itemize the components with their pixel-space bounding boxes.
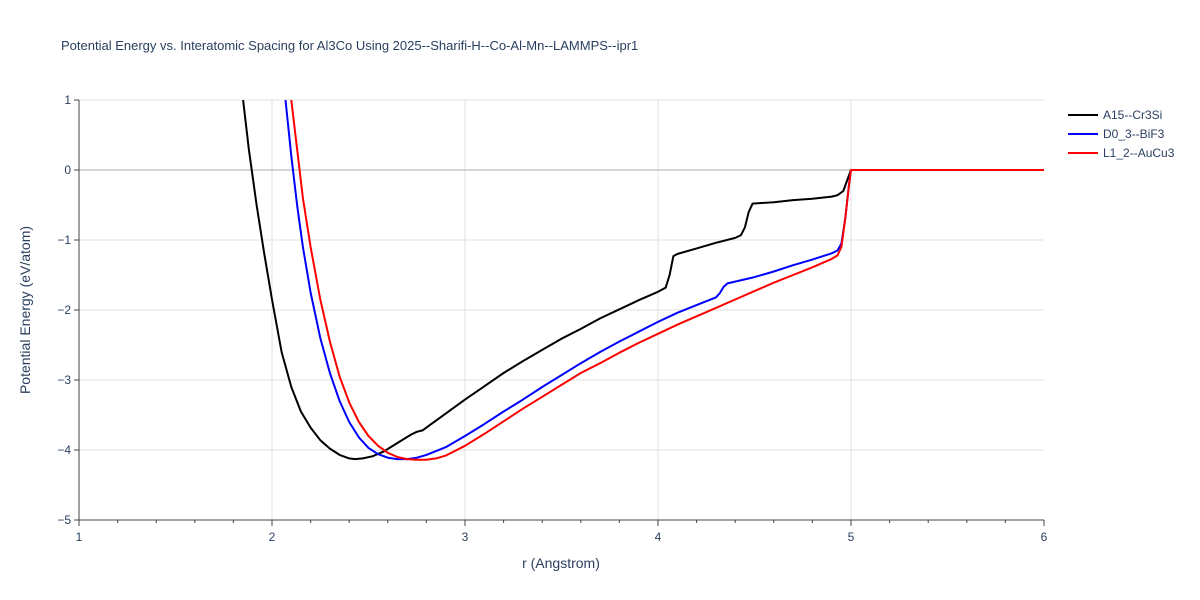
y-axis-title: Potential Energy (eV/atom): [17, 226, 33, 394]
series-line-d0-3-bif3: [284, 100, 1044, 461]
y-tick-label: −1: [57, 233, 71, 247]
y-tick-label: 0: [64, 163, 71, 177]
x-tick-label: 4: [655, 530, 662, 544]
x-tick-label: 6: [1041, 530, 1048, 544]
legend-label: L1_2--AuCu3: [1103, 146, 1175, 160]
y-tick-label: −3: [57, 373, 71, 387]
y-tick-label: −5: [57, 513, 71, 527]
legend: A15--Cr3Si D0_3--BiF3 L1_2--AuCu3: [1068, 108, 1175, 160]
x-tick-label: 2: [269, 530, 276, 544]
chart-title: Potential Energy vs. Interatomic Spacing…: [61, 38, 638, 53]
y-tick-label: −4: [57, 443, 71, 457]
series-line-a15-cr3si: [242, 100, 1044, 461]
series-lines: [242, 100, 1044, 461]
axes: 1 2 3 4 5 6 1 0 −1 −2 −3 −4 −5: [57, 93, 1047, 544]
x-tick-label: 5: [848, 530, 855, 544]
y-tick-label: 1: [64, 93, 71, 107]
legend-label: D0_3--BiF3: [1103, 127, 1165, 141]
x-tick-label: 3: [462, 530, 469, 544]
x-axis-title: r (Angstrom): [522, 555, 600, 571]
x-tick-label: 1: [76, 530, 83, 544]
legend-label: A15--Cr3Si: [1103, 108, 1162, 122]
grid: [79, 99, 1044, 520]
series-line-l1-2-aucu3: [290, 100, 1044, 461]
y-tick-label: −2: [57, 303, 71, 317]
